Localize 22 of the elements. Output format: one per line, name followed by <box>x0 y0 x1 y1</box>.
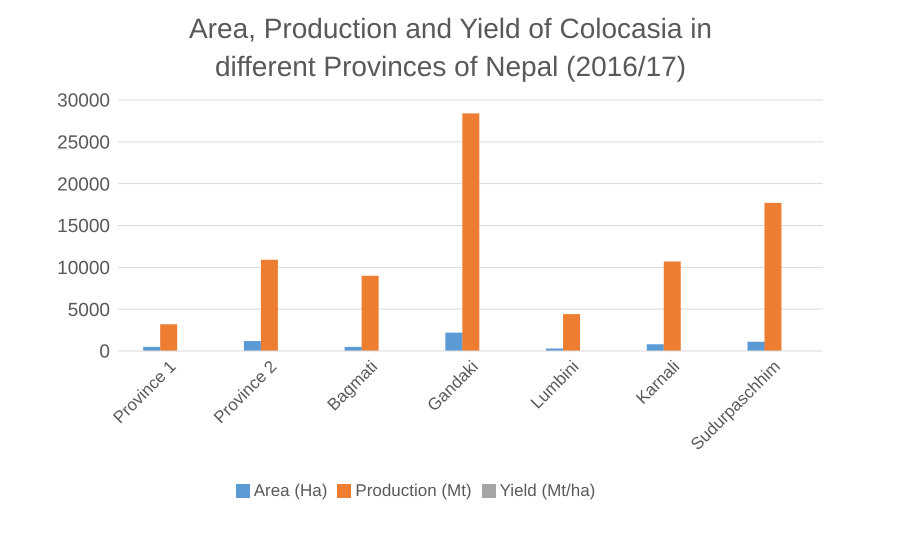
bar <box>244 340 261 351</box>
y-tick-label: 5000 <box>68 300 110 321</box>
bar <box>664 261 681 351</box>
y-tick-label: 15000 <box>57 216 110 237</box>
bar <box>362 275 379 351</box>
bar <box>563 314 580 351</box>
y-tick-label: 20000 <box>57 174 110 196</box>
y-tick-label: 25000 <box>57 132 110 154</box>
y-tick-label: 10000 <box>57 258 110 279</box>
y-tick-label: 30000 <box>57 90 110 112</box>
bar <box>160 324 178 351</box>
legend-label: Production (Mt) <box>355 480 472 500</box>
chart-title: Area, Production and Yield of Colocasia in different Provinces of Nepal (2016/17) <box>188 12 713 84</box>
bar <box>747 341 764 351</box>
bar <box>260 259 278 351</box>
legend-label: Yield (Mt/ha) <box>500 480 596 500</box>
bar <box>445 332 462 351</box>
y-tick-label: 0 <box>99 341 110 362</box>
bar <box>646 344 664 351</box>
bar <box>764 202 782 351</box>
legend-label: Area (Ha) <box>254 480 328 500</box>
bar <box>462 112 480 351</box>
